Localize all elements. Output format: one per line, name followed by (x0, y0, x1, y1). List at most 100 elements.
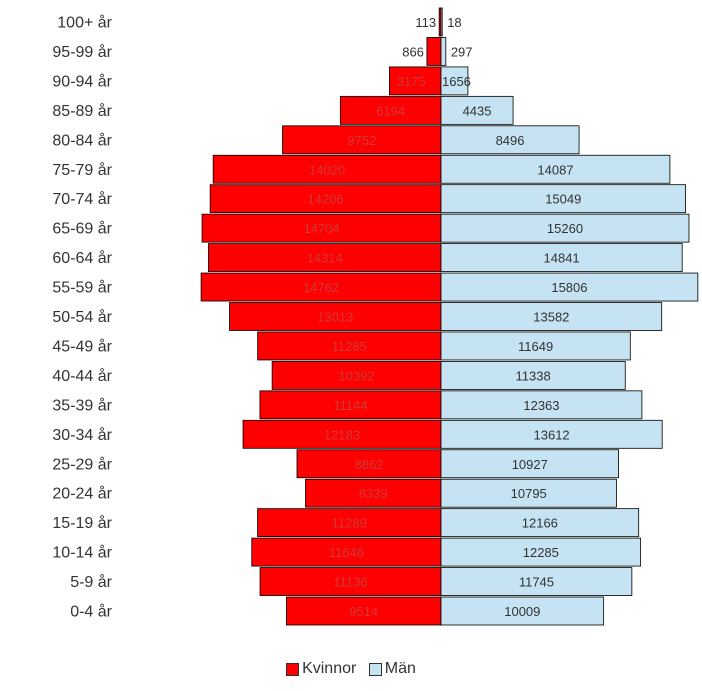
value-label-man: 15049 (545, 192, 581, 207)
bar-kvinnor (285, 596, 442, 626)
value-label-kvinnor: 13013 (317, 310, 353, 325)
value-label-man: 11745 (519, 575, 554, 590)
value-label-kvinnor: 3175 (397, 74, 426, 89)
category-label: 45-49 år (52, 337, 112, 355)
category-label: 70-74 år (52, 190, 112, 208)
legend-swatch-man (368, 662, 382, 676)
bar-man (440, 419, 663, 449)
bar-man (440, 302, 663, 331)
legend: Kvinnor Män (0, 660, 702, 681)
value-label-kvinnor: 12183 (324, 427, 360, 442)
bar-kvinnor (305, 478, 442, 508)
bar-man (440, 508, 640, 538)
category-label: 40-44 år (52, 367, 112, 385)
bar-kvinnor (209, 184, 442, 214)
category-label: 30-34 år (52, 426, 112, 444)
value-label-man: 12285 (523, 545, 559, 560)
bar-kvinnor (296, 449, 442, 479)
value-label-kvinnor: 11285 (332, 339, 367, 354)
value-label-man: 10927 (512, 457, 548, 472)
value-label-kvinnor: 14206 (307, 192, 343, 207)
value-label-kvinnor: 866 (402, 44, 424, 59)
category-label: 20-24 år (52, 485, 112, 503)
bar-man (440, 95, 514, 125)
value-label-kvinnor: 11289 (332, 516, 367, 531)
bar-man (440, 478, 617, 508)
bar-man (440, 567, 633, 596)
bar-man (440, 449, 619, 479)
value-label-kvinnor: 9752 (347, 133, 376, 148)
category-label: 50-54 år (52, 308, 112, 326)
value-label-kvinnor: 10392 (338, 368, 374, 383)
bar-man (440, 7, 443, 37)
value-label-kvinnor: 14704 (303, 221, 339, 236)
category-label: 85-89 år (52, 102, 112, 120)
category-label: 35-39 år (52, 396, 112, 414)
value-label-man: 11649 (518, 339, 553, 354)
category-label: 15-19 år (52, 514, 112, 532)
legend-item-kvinnor: Kvinnor (286, 660, 356, 678)
value-label-man: 10009 (504, 604, 540, 619)
value-label-kvinnor: 9514 (349, 604, 378, 619)
category-label: 25-29 år (52, 455, 112, 473)
bar-kvinnor (257, 331, 442, 361)
bar-man (440, 125, 580, 155)
category-label: 65-69 år (52, 220, 112, 238)
bar-man (440, 213, 690, 243)
value-label-man: 8496 (496, 133, 525, 148)
value-label-man: 1656 (442, 74, 471, 89)
bar-kvinnor (201, 213, 442, 243)
bar-man (440, 243, 683, 273)
bar-man (440, 537, 642, 567)
value-label-man: 297 (451, 44, 473, 59)
bar-kvinnor (207, 243, 442, 273)
value-label-kvinnor: 11136 (333, 575, 367, 590)
legend-label-kvinnor: Kvinnor (302, 660, 357, 677)
category-label: 80-84 år (52, 131, 112, 149)
value-label-man: 12363 (523, 398, 559, 413)
bar-man (440, 37, 447, 66)
value-label-kvinnor: 11646 (329, 545, 364, 560)
category-label: 90-94 år (52, 72, 112, 90)
bar-man (440, 154, 671, 184)
value-label-kvinnor: 14762 (303, 280, 339, 295)
category-label: 60-64 år (52, 249, 112, 267)
bar-kvinnor (242, 419, 442, 449)
value-label-man: 12166 (522, 516, 558, 531)
bar-kvinnor (282, 125, 442, 155)
legend-swatch-kvinnor (286, 662, 300, 676)
value-label-man: 14087 (537, 162, 573, 177)
value-label-kvinnor: 8339 (359, 486, 388, 501)
category-label: 75-79 år (52, 161, 112, 179)
value-label-kvinnor: 11144 (333, 398, 367, 413)
value-label-man: 13612 (534, 427, 570, 442)
value-label-man: 4435 (463, 103, 492, 118)
bar-man (440, 184, 686, 214)
value-label-man: 13582 (533, 310, 569, 325)
value-label-man: 18 (447, 15, 461, 30)
bar-kvinnor (426, 37, 442, 66)
value-label-man: 15260 (547, 221, 583, 236)
value-label-man: 14841 (544, 251, 580, 266)
value-label-kvinnor: 6194 (376, 103, 405, 118)
category-label: 10-14 år (52, 544, 112, 562)
category-label: 0-4 år (70, 603, 112, 621)
bar-kvinnor (257, 508, 442, 538)
bar-man (440, 66, 469, 96)
value-label-kvinnor: 113 (415, 15, 436, 30)
bar-kvinnor (200, 272, 442, 302)
value-label-man: 15806 (551, 280, 587, 295)
bar-man (440, 390, 643, 420)
legend-label-man: Män (384, 660, 416, 677)
bar-man (440, 272, 699, 302)
legend-item-man: Män (368, 660, 416, 678)
value-label-man: 11338 (516, 368, 551, 383)
bar-kvinnor (251, 537, 442, 567)
bar-man (440, 360, 626, 390)
value-label-kvinnor: 8862 (355, 457, 384, 472)
value-label-kvinnor: 14020 (309, 162, 345, 177)
population-pyramid-chart: 100+ år 113 18 95-99 år 866 297 90-94 år 3175 16… (52, 7, 699, 626)
category-label: 95-99 år (52, 43, 112, 61)
value-label-man: 10795 (511, 486, 547, 501)
bar-man (440, 596, 605, 626)
